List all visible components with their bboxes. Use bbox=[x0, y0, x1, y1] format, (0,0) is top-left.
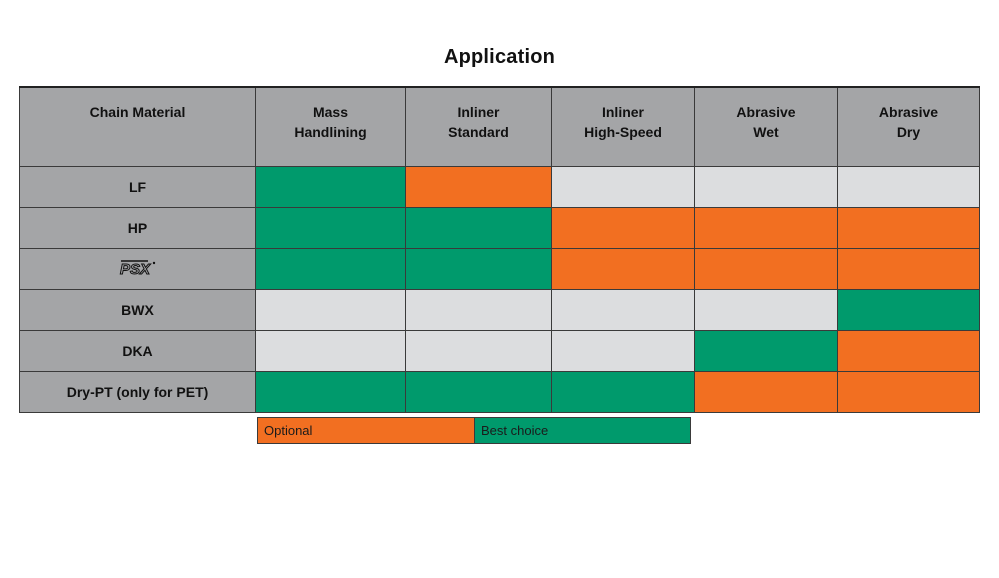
rating-cell-best bbox=[694, 330, 838, 372]
table-row: BWX bbox=[19, 289, 980, 331]
rating-cell-optional bbox=[837, 207, 980, 249]
header-mass-handlining: Mass Handlining bbox=[255, 86, 406, 167]
rating-cell-optional bbox=[405, 166, 552, 208]
rating-cell-none bbox=[405, 330, 552, 372]
rating-cell-none bbox=[837, 166, 980, 208]
table-row: DKA bbox=[19, 330, 980, 372]
rating-cell-optional bbox=[551, 248, 695, 290]
legend-optional: Optional bbox=[258, 418, 474, 443]
rating-cell-none bbox=[551, 289, 695, 331]
psx-logo: PSX bbox=[119, 259, 155, 278]
rating-cell-best bbox=[405, 371, 552, 413]
rating-cell-best bbox=[255, 248, 406, 290]
rating-cell-best bbox=[255, 371, 406, 413]
header-line2: Wet bbox=[753, 124, 779, 140]
rating-cell-best bbox=[255, 166, 406, 208]
rating-cell-optional bbox=[837, 330, 980, 372]
rating-cell-none bbox=[255, 289, 406, 331]
header-line1: Abrasive bbox=[736, 104, 796, 120]
table-row: PSX bbox=[19, 248, 980, 290]
rating-cell-best bbox=[405, 248, 552, 290]
header-line2: High-Speed bbox=[584, 124, 662, 140]
rating-cell-none bbox=[551, 330, 695, 372]
legend-best-choice: Best choice bbox=[474, 418, 690, 443]
rating-cell-best bbox=[837, 289, 980, 331]
row-label: HP bbox=[19, 207, 256, 249]
rating-cell-none bbox=[694, 166, 838, 208]
table-row: HP bbox=[19, 207, 980, 249]
header-row: Chain Material Mass Handlining Inliner Sta… bbox=[19, 86, 980, 167]
row-label: DKA bbox=[19, 330, 256, 372]
row-label: Dry-PT (only for PET) bbox=[19, 371, 256, 413]
row-label: PSX bbox=[19, 248, 256, 290]
header-line1: Inliner bbox=[457, 104, 500, 120]
header-line1: Abrasive bbox=[878, 104, 939, 120]
header-line2: Handlining bbox=[294, 124, 367, 140]
rating-cell-optional bbox=[837, 248, 980, 290]
header-line1: Inliner bbox=[601, 104, 644, 120]
header-inliner-high-speed: Inliner High-Speed bbox=[551, 86, 695, 167]
header-line2: Dry bbox=[896, 124, 921, 140]
rating-cell-none bbox=[694, 289, 838, 331]
header-abrasive-dry: Abrasive Dry bbox=[837, 86, 980, 167]
header-line1: Mass bbox=[312, 104, 349, 120]
rating-cell-none bbox=[551, 166, 695, 208]
rating-cell-none bbox=[255, 330, 406, 372]
svg-text:PSX: PSX bbox=[120, 261, 151, 278]
legend: Optional Best choice bbox=[257, 417, 691, 444]
rating-cell-best bbox=[255, 207, 406, 249]
table-row: Dry-PT (only for PET) bbox=[19, 371, 980, 413]
rating-cell-none bbox=[405, 289, 552, 331]
header-line2: Standard bbox=[448, 124, 509, 140]
rating-cell-best bbox=[405, 207, 552, 249]
header-chain-material: Chain Material bbox=[19, 86, 256, 167]
application-matrix: Chain Material Mass Handlining Inliner Sta… bbox=[19, 86, 980, 413]
page-title: Application bbox=[443, 46, 556, 68]
matrix-body: LF HP PSX BWX DKA Dry-PT (only for PET) bbox=[19, 166, 980, 413]
row-label: LF bbox=[19, 166, 256, 208]
header-abrasive-wet: Abrasive Wet bbox=[694, 86, 838, 167]
rating-cell-optional bbox=[694, 207, 838, 249]
header-inliner-standard: Inliner Standard bbox=[405, 86, 552, 167]
row-label: BWX bbox=[19, 289, 256, 331]
rating-cell-optional bbox=[551, 207, 695, 249]
table-row: LF bbox=[19, 166, 980, 208]
rating-cell-optional bbox=[837, 371, 980, 413]
rating-cell-optional bbox=[694, 371, 838, 413]
rating-cell-optional bbox=[694, 248, 838, 290]
header-label: Chain Material bbox=[89, 104, 186, 120]
rating-cell-best bbox=[551, 371, 695, 413]
